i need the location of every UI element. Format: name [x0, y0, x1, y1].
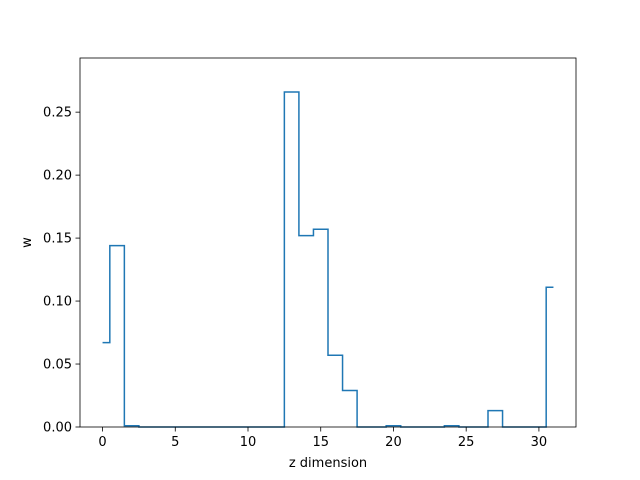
x-tick-label: 20	[385, 435, 402, 450]
x-tick-label: 0	[98, 435, 106, 450]
axes-frame	[79, 57, 577, 428]
y-tick-label: 0.00	[43, 421, 72, 436]
x-axis-ticks: 0 5 10 15 20 25 30	[98, 427, 547, 450]
y-tick-label: 0.25	[43, 106, 72, 121]
plot-area	[102, 91, 554, 428]
series-line-0	[102, 91, 554, 428]
x-tick-label: 5	[171, 435, 179, 450]
x-axis-label: z dimension	[289, 456, 367, 471]
y-axis-label: w	[20, 237, 35, 248]
x-tick-label: 10	[240, 435, 257, 450]
y-tick-label: 0.20	[43, 169, 72, 184]
x-tick-label: 25	[458, 435, 475, 450]
y-tick-label: 0.10	[43, 295, 72, 310]
x-tick-label: 30	[531, 435, 548, 450]
y-axis-ticks: 0.00 0.05 0.10 0.15 0.20 0.25	[43, 106, 80, 436]
y-tick-label: 0.05	[43, 358, 72, 373]
y-tick-label: 0.15	[43, 232, 72, 247]
x-tick-label: 15	[312, 435, 329, 450]
